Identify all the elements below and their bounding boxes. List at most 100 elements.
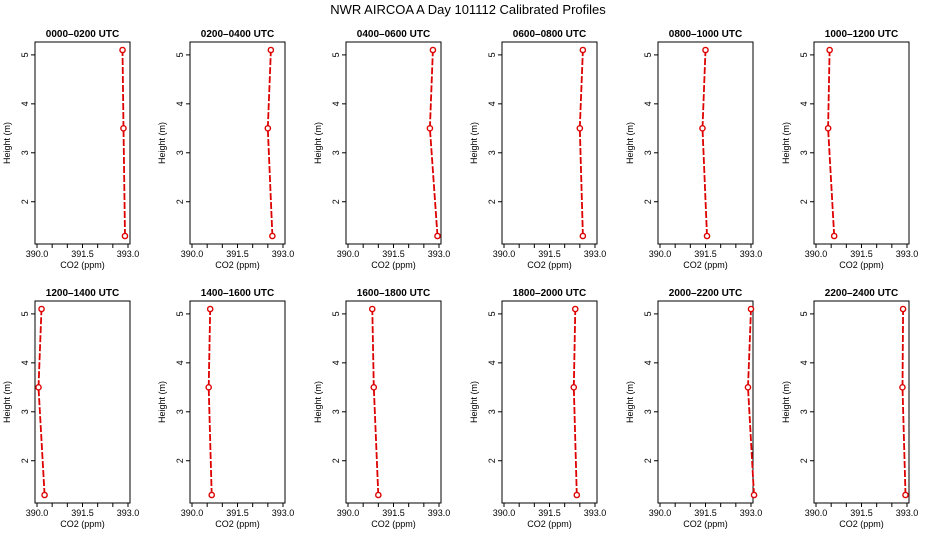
panel-title: 0000–0200 UTC bbox=[46, 29, 119, 40]
y-tick-label: 4 bbox=[20, 360, 30, 365]
profile-point bbox=[434, 232, 441, 240]
x-axis-label: CO2 (ppm) bbox=[683, 519, 728, 529]
profile-panel-11: 2000–2200 UTC 390.0 391.5 393.0 2 3 4 5 CO2 (ppm… bbox=[625, 288, 762, 529]
y-tick-label: 5 bbox=[799, 311, 809, 316]
profile-line bbox=[121, 49, 126, 237]
profile-panel-12: 2200–2400 UTC 390.0 391.5 393.0 2 3 4 5 CO2 (ppm… bbox=[781, 288, 918, 529]
y-tick-label: 2 bbox=[487, 458, 497, 463]
profile-point bbox=[830, 232, 838, 240]
y-tick-label: 4 bbox=[799, 360, 809, 365]
y-tick-label: 5 bbox=[487, 52, 497, 57]
y-tick-label: 2 bbox=[487, 199, 497, 204]
panel-title: 1200–1400 UTC bbox=[46, 288, 119, 299]
profile-panel-8: 1400–1600 UTC 390.0 391.5 393.0 2 3 4 5 CO2 (ppm… bbox=[157, 288, 294, 529]
panel-title: 0600–0800 UTC bbox=[513, 29, 586, 40]
profile-point bbox=[573, 491, 581, 499]
profile-line bbox=[207, 308, 213, 496]
x-tick-label: 391.5 bbox=[382, 508, 405, 518]
y-tick-label: 2 bbox=[175, 458, 185, 463]
profile-point bbox=[579, 232, 587, 240]
profile-point bbox=[899, 384, 906, 391]
profile-point bbox=[750, 491, 758, 499]
x-tick-label: 390.0 bbox=[649, 508, 672, 518]
y-tick-label: 2 bbox=[175, 199, 185, 204]
plot-frame bbox=[34, 41, 131, 245]
x-tick-label: 393.0 bbox=[584, 508, 607, 518]
profile-line bbox=[371, 308, 380, 496]
x-tick-label: 390.0 bbox=[649, 249, 672, 259]
y-axis-label: Height (m) bbox=[781, 122, 791, 164]
x-tick-label: 393.0 bbox=[428, 508, 451, 518]
profile-point bbox=[426, 125, 434, 132]
y-tick-label: 5 bbox=[20, 52, 30, 57]
profile-line bbox=[578, 49, 584, 237]
x-tick-label: 393.0 bbox=[428, 249, 451, 259]
profile-point bbox=[119, 46, 126, 54]
y-tick-label: 4 bbox=[487, 101, 497, 106]
x-axis-label: CO2 (ppm) bbox=[371, 519, 416, 529]
y-tick-label: 4 bbox=[487, 360, 497, 365]
y-axis-label: Height (m) bbox=[469, 381, 479, 423]
profile-panel-10: 1800–2000 UTC 390.0 391.5 393.0 2 3 4 5 CO2 (ppm… bbox=[469, 288, 606, 529]
page-title: NWR AIRCOA A Day 101112 Calibrated Profi… bbox=[330, 2, 606, 17]
y-tick-label: 5 bbox=[20, 311, 30, 316]
y-axis-label: Height (m) bbox=[625, 381, 635, 423]
y-tick-label: 5 bbox=[331, 52, 341, 57]
profile-point bbox=[826, 46, 833, 54]
plot-frame bbox=[189, 300, 286, 504]
y-tick-label: 2 bbox=[20, 458, 30, 463]
x-tick-label: 393.0 bbox=[272, 508, 295, 518]
profile-point bbox=[206, 305, 214, 313]
x-tick-label: 391.5 bbox=[538, 249, 561, 259]
profile-panel-3: 0400–0600 UTC 390.0 391.5 393.0 2 3 4 5 CO2 (ppm… bbox=[313, 29, 450, 270]
plot-frame bbox=[501, 300, 598, 504]
y-tick-label: 2 bbox=[643, 199, 653, 204]
profile-panel-1: 0000–0200 UTC 390.0 391.5 393.0 2 3 4 5 CO2 (ppm… bbox=[2, 29, 139, 270]
profile-point bbox=[368, 305, 376, 313]
x-tick-label: 390.0 bbox=[26, 508, 49, 518]
profile-panel-4: 0600–0800 UTC 390.0 391.5 393.0 2 3 4 5 CO2 (ppm… bbox=[469, 29, 606, 270]
profile-point bbox=[264, 125, 272, 132]
profile-point bbox=[570, 384, 578, 391]
y-tick-label: 4 bbox=[331, 360, 341, 365]
x-axis-label: CO2 (ppm) bbox=[371, 260, 416, 270]
y-tick-label: 3 bbox=[175, 409, 185, 414]
x-tick-label: 393.0 bbox=[896, 508, 919, 518]
x-tick-label: 393.0 bbox=[584, 249, 607, 259]
y-tick-label: 4 bbox=[175, 101, 185, 106]
x-axis-label: CO2 (ppm) bbox=[60, 260, 105, 270]
y-tick-label: 2 bbox=[331, 458, 341, 463]
y-tick-label: 5 bbox=[643, 52, 653, 57]
x-axis-label: CO2 (ppm) bbox=[215, 519, 260, 529]
x-axis-label: CO2 (ppm) bbox=[839, 519, 884, 529]
x-axis-label: CO2 (ppm) bbox=[683, 260, 728, 270]
x-axis-label: CO2 (ppm) bbox=[527, 519, 572, 529]
profile-point bbox=[824, 125, 832, 132]
y-tick-label: 4 bbox=[20, 101, 30, 106]
y-tick-label: 3 bbox=[331, 409, 341, 414]
y-tick-label: 3 bbox=[487, 150, 497, 155]
profile-point bbox=[744, 384, 752, 391]
y-tick-label: 3 bbox=[20, 150, 30, 155]
panel-title: 0400–0600 UTC bbox=[357, 29, 430, 40]
y-tick-label: 2 bbox=[799, 458, 809, 463]
profile-point bbox=[269, 232, 276, 240]
panel-title: 1400–1600 UTC bbox=[201, 288, 274, 299]
y-axis-label: Height (m) bbox=[469, 122, 479, 164]
profile-point bbox=[121, 232, 129, 240]
y-tick-label: 4 bbox=[643, 101, 653, 106]
x-tick-label: 391.5 bbox=[694, 249, 717, 259]
profile-point bbox=[747, 305, 755, 313]
x-tick-label: 390.0 bbox=[493, 508, 516, 518]
x-tick-label: 393.0 bbox=[117, 508, 140, 518]
y-tick-label: 3 bbox=[643, 150, 653, 155]
plot-frame bbox=[345, 300, 442, 504]
y-tick-label: 5 bbox=[175, 52, 185, 57]
x-tick-label: 393.0 bbox=[740, 249, 763, 259]
y-tick-label: 4 bbox=[175, 360, 185, 365]
x-axis-label: CO2 (ppm) bbox=[215, 260, 260, 270]
x-tick-label: 391.5 bbox=[850, 508, 873, 518]
y-tick-label: 3 bbox=[799, 150, 809, 155]
profile-point bbox=[899, 305, 907, 313]
